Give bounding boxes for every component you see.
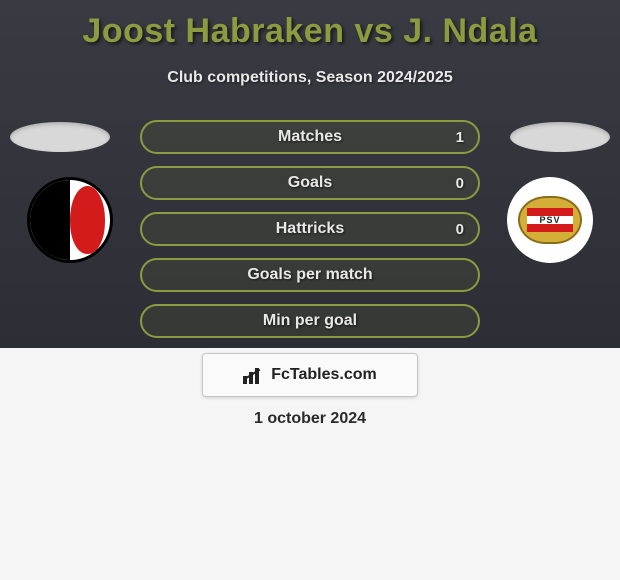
stat-row-goals-per-match: Goals per match <box>140 258 480 292</box>
stat-label: Goals per match <box>247 266 372 284</box>
stat-label: Hattricks <box>276 220 344 238</box>
stat-row-hattricks: Hattricks 0 <box>140 212 480 246</box>
stat-label: Goals <box>288 174 332 192</box>
stat-row-goals: Goals 0 <box>140 166 480 200</box>
stat-row-matches: Matches 1 <box>140 120 480 154</box>
season-subtitle: Club competitions, Season 2024/2025 <box>0 69 620 87</box>
date-label: 1 october 2024 <box>254 410 366 428</box>
stat-row-min-per-goal: Min per goal <box>140 304 480 338</box>
player-photo-left <box>10 122 110 152</box>
stat-label: Min per goal <box>263 312 357 330</box>
page-title: Joost Habraken vs J. Ndala <box>0 0 620 51</box>
psv-flag: PSV <box>527 208 573 232</box>
stat-label: Matches <box>278 128 342 146</box>
stat-value-right: 0 <box>456 175 464 192</box>
brand-badge: FcTables.com <box>202 353 418 397</box>
brand-label: FcTables.com <box>243 366 377 384</box>
bar-chart-icon <box>243 366 265 384</box>
club-crest-left <box>27 177 113 263</box>
stats-table: Matches 1 Goals 0 Hattricks 0 Goals per … <box>140 120 480 350</box>
club-crest-right: PSV <box>507 177 593 263</box>
stat-value-right: 0 <box>456 221 464 238</box>
stat-value-right: 1 <box>456 129 464 146</box>
shield-icon: PSV <box>518 196 582 244</box>
brand-text: FcTables.com <box>271 366 377 384</box>
player-photo-right <box>510 122 610 152</box>
